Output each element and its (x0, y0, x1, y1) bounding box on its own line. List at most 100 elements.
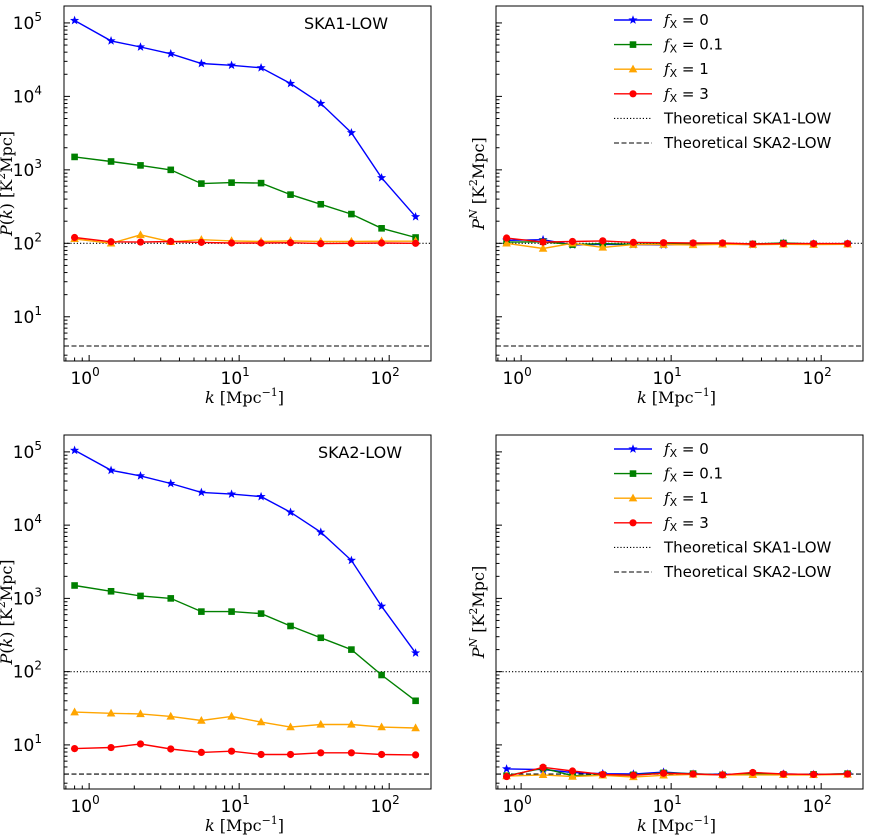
data-point (285, 78, 296, 88)
data-point (167, 595, 175, 602)
data-point (227, 747, 236, 755)
legend-label: Theoretical SKA2-LOW (663, 563, 832, 581)
data-point (598, 242, 608, 251)
data-point (106, 708, 116, 717)
legend-marker (629, 470, 637, 477)
data-point (198, 608, 205, 615)
legend-item: fX = 0.1 (614, 36, 723, 56)
y-tick-label: 105 (13, 439, 42, 463)
series-group (502, 763, 853, 781)
x-axis-label: k [Mpc−1] (205, 386, 284, 407)
data-point (538, 770, 548, 779)
x-tick-label: 101 (221, 365, 250, 389)
data-point (70, 745, 79, 753)
y-tick-label: 101 (13, 304, 42, 328)
data-point (599, 237, 607, 245)
data-point (136, 230, 145, 239)
data-point (411, 239, 420, 247)
series-line-1 (74, 156, 416, 239)
data-point (70, 445, 80, 455)
legend-marker (629, 519, 637, 527)
data-point (257, 179, 265, 187)
data-point (346, 127, 356, 137)
legend-item: fX = 0 (614, 440, 709, 460)
data-point (377, 239, 386, 247)
data-point (659, 769, 668, 777)
data-point (167, 237, 175, 246)
data-point (137, 162, 144, 169)
data-point (317, 240, 325, 248)
x-tick-label: 102 (371, 365, 400, 389)
y-tick-label: 105 (13, 10, 42, 34)
data-point (568, 237, 577, 246)
data-point (286, 722, 295, 731)
data-point (377, 722, 386, 731)
legend-label: fX = 0.1 (663, 36, 723, 56)
axes-frame (63, 5, 432, 362)
x-tick-label: 102 (803, 365, 832, 389)
x-tick-label: 100 (70, 793, 99, 817)
data-point (285, 507, 296, 517)
data-point (198, 180, 205, 187)
data-point (377, 750, 386, 759)
legend-marker (629, 90, 637, 98)
data-point (197, 238, 205, 246)
x-tick-label: 101 (653, 793, 682, 817)
legend-item: fX = 0 (614, 11, 709, 31)
data-point (70, 707, 79, 716)
data-point (166, 478, 176, 488)
data-point (749, 768, 757, 777)
data-point (286, 239, 295, 247)
legend-label: Theoretical SKA1-LOW (663, 538, 832, 556)
data-point (166, 49, 176, 58)
data-point (70, 15, 80, 25)
legend-item: fX = 3 (614, 514, 709, 534)
y-tick-label: 104 (13, 512, 42, 536)
legend-label: fX = 0.1 (663, 465, 723, 485)
data-point (196, 58, 206, 68)
legend-item: fX = 1 (614, 489, 709, 509)
data-point (317, 200, 325, 208)
legend-marker (628, 64, 638, 73)
data-point (843, 240, 852, 248)
y-tick-label: 103 (13, 157, 42, 181)
legend-marker (628, 444, 638, 453)
panel-title: SKA2-LOW (318, 443, 402, 462)
data-point (539, 763, 547, 771)
data-point (257, 239, 265, 247)
data-point (227, 239, 236, 247)
data-point (316, 719, 326, 728)
data-point (257, 610, 265, 617)
data-point (346, 555, 356, 565)
y-axis-label: P(k) [K2Mpc] (0, 559, 16, 665)
legend-item: Theoretical SKA1-LOW (614, 109, 832, 127)
data-point (70, 233, 79, 242)
data-point (378, 225, 385, 232)
data-point (348, 210, 355, 218)
data-point (316, 527, 326, 537)
legend-marker (629, 41, 637, 48)
panel-top-left: 100 101 102 101 102 103 104 105 k [Mpc−1] P(k) [K… (0, 5, 432, 407)
data-point (256, 491, 266, 501)
series-group (502, 234, 853, 252)
data-point (197, 748, 205, 756)
axes-frame (495, 5, 864, 362)
data-point (136, 238, 145, 246)
data-point (107, 238, 115, 246)
data-point (137, 592, 144, 600)
series-line-0 (74, 19, 417, 218)
data-point (227, 711, 236, 720)
series-line-3 (74, 743, 416, 756)
axes-frame (495, 434, 864, 790)
data-point (502, 238, 511, 247)
data-point (718, 239, 727, 247)
y-tick-label: 102 (13, 230, 42, 254)
data-point (538, 243, 548, 252)
data-point (689, 239, 697, 247)
data-point (106, 36, 116, 45)
legend-label: fX = 3 (663, 514, 709, 534)
data-point (287, 622, 294, 630)
data-point (136, 740, 145, 748)
